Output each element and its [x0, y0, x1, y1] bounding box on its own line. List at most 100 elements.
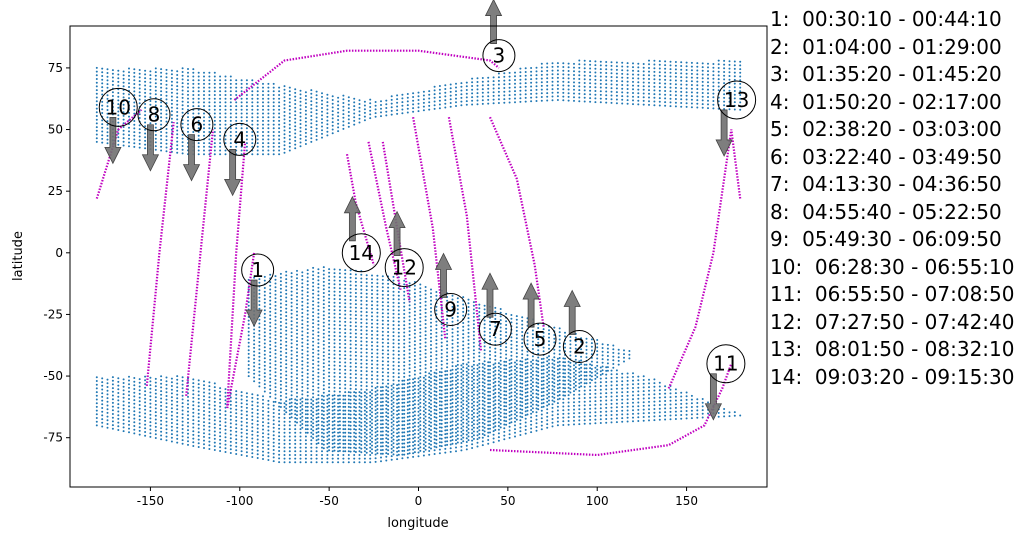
land-dot — [406, 452, 409, 455]
land-dot — [583, 397, 586, 399]
land-dot — [312, 326, 315, 328]
land-dot — [312, 437, 315, 439]
land-dot — [111, 398, 114, 401]
land-dot — [524, 406, 527, 409]
land-dot — [176, 393, 179, 396]
land-dot — [256, 90, 259, 93]
land-dot — [192, 426, 195, 429]
land-dot — [358, 424, 361, 427]
land-dot — [707, 77, 709, 80]
land-dot — [285, 363, 288, 366]
land-dot — [503, 390, 506, 393]
land-dot — [497, 79, 500, 82]
land-dot — [213, 131, 216, 133]
land-dot — [192, 97, 195, 100]
land-dot — [312, 311, 315, 314]
land-dot — [392, 442, 395, 445]
land-dot — [471, 447, 474, 449]
land-dot — [524, 395, 527, 398]
land-dot — [535, 429, 538, 432]
land-dot — [358, 417, 361, 419]
land-dot — [338, 398, 341, 401]
land-dot — [245, 414, 248, 417]
land-dot — [192, 119, 195, 122]
land-dot — [610, 377, 613, 379]
land-dot — [397, 453, 400, 456]
land-dot — [449, 447, 452, 450]
land-dot — [481, 99, 484, 102]
land-dot — [337, 424, 340, 427]
land-dot — [360, 296, 363, 298]
land-dot — [358, 402, 361, 405]
land-dot — [317, 360, 320, 363]
land-dot — [117, 414, 120, 417]
land-dot — [208, 414, 211, 417]
land-dot — [589, 370, 592, 373]
land-dot — [392, 335, 395, 337]
land-dot — [374, 453, 377, 456]
land-dot — [433, 96, 436, 99]
land-dot — [369, 417, 372, 419]
land-dot — [455, 93, 457, 96]
land-dot — [449, 83, 452, 86]
land-dot — [381, 452, 384, 455]
land-dot — [428, 104, 431, 107]
land-dot — [397, 424, 400, 427]
land-dot — [354, 402, 357, 405]
land-dot — [642, 74, 645, 77]
land-dot — [192, 127, 195, 130]
land-dot — [337, 442, 340, 445]
land-dot — [229, 437, 232, 440]
land-dot — [274, 297, 277, 300]
land-dot — [245, 418, 248, 420]
land-dot — [326, 108, 329, 111]
land-dot — [208, 418, 211, 421]
land-dot — [621, 80, 624, 83]
land-dot — [460, 397, 463, 400]
land-dot — [422, 376, 425, 379]
land-dot — [422, 447, 425, 450]
land-dot — [508, 374, 511, 376]
land-dot — [626, 376, 629, 379]
land-dot — [546, 400, 549, 403]
land-dot — [354, 388, 357, 391]
land-dot — [376, 433, 379, 436]
land-dot — [160, 90, 163, 93]
land-dot — [392, 360, 395, 363]
land-dot — [354, 295, 357, 298]
land-dot — [342, 409, 345, 412]
land-dot — [637, 383, 640, 385]
land-dot — [299, 461, 302, 464]
land-dot — [680, 83, 683, 86]
land-dot — [235, 434, 238, 437]
land-dot — [219, 127, 222, 130]
land-dot — [347, 450, 350, 453]
land-dot — [160, 79, 163, 82]
land-dot — [354, 447, 357, 450]
land-dot — [728, 104, 731, 107]
land-dot — [111, 420, 114, 423]
land-dot — [154, 71, 157, 74]
land-dot — [299, 398, 302, 401]
land-dot — [344, 332, 347, 334]
land-dot — [95, 417, 98, 419]
land-dot — [707, 73, 709, 76]
land-dot — [333, 305, 336, 308]
land-dot — [224, 443, 227, 446]
land-dot — [294, 424, 297, 427]
land-dot — [290, 294, 293, 297]
land-dot — [632, 62, 634, 65]
land-dot — [717, 415, 720, 418]
land-dot — [347, 111, 350, 113]
land-dot — [696, 102, 699, 105]
land-dot — [224, 123, 227, 126]
land-dot — [245, 421, 248, 424]
land-dot — [583, 78, 586, 81]
land-dot — [322, 277, 325, 280]
land-dot — [95, 78, 98, 80]
land-dot — [294, 99, 297, 102]
land-dot — [417, 91, 420, 94]
land-dot — [417, 106, 420, 109]
land-dot — [354, 306, 357, 309]
land-dot — [471, 432, 474, 435]
